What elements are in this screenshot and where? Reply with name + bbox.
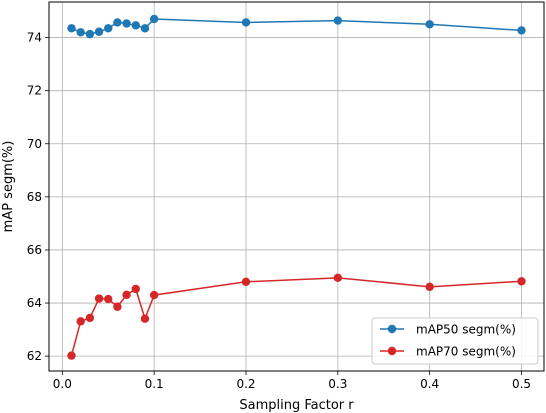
y-tick-label: 62 <box>27 349 42 363</box>
data-point <box>333 273 343 283</box>
data-point <box>517 26 526 35</box>
data-point <box>76 317 85 326</box>
data-point <box>113 18 122 27</box>
data-point <box>122 290 131 300</box>
legend: mAP50 segm(%) mAP70 segm(%) <box>371 317 539 365</box>
y-tick-label: 64 <box>27 296 42 310</box>
legend-item: mAP50 segm(%) <box>380 323 516 337</box>
data-point <box>517 277 526 286</box>
data-point <box>241 277 251 287</box>
x-axis-title: Sampling Factor r <box>239 398 354 413</box>
y-tick-label: 74 <box>27 31 42 45</box>
x-tick-label: 0.2 <box>236 377 255 391</box>
data-point <box>425 282 434 292</box>
data-point <box>149 14 159 24</box>
data-point <box>85 313 95 323</box>
x-axis-ticks: 0.0 0.1 0.2 0.3 0.4 0.5 <box>53 371 531 391</box>
data-point <box>104 24 113 33</box>
plot-frame <box>48 1 545 372</box>
x-tick-label: 0.3 <box>328 377 347 391</box>
legend-label: mAP50 segm(%) <box>416 323 516 337</box>
x-tick-label: 0.5 <box>512 377 531 391</box>
y-tick-label: 68 <box>27 190 42 204</box>
legend-item: mAP70 segm(%) <box>380 345 516 359</box>
data-point <box>104 294 113 304</box>
y-tick-label: 66 <box>27 243 42 257</box>
series-2 <box>67 273 526 360</box>
data-point <box>140 24 150 33</box>
data-point <box>113 302 122 311</box>
plot-series <box>67 14 526 360</box>
data-point <box>85 29 95 39</box>
legend-label: mAP70 segm(%) <box>416 345 516 359</box>
grid <box>49 2 544 371</box>
data-point <box>122 19 131 28</box>
data-point <box>131 21 140 30</box>
data-point <box>333 16 343 25</box>
x-tick-label: 0.0 <box>53 377 72 391</box>
data-point <box>67 24 76 33</box>
data-point <box>241 18 251 27</box>
data-point <box>94 294 104 303</box>
y-tick-label: 72 <box>27 84 42 98</box>
series-1 <box>67 14 526 39</box>
data-point <box>425 20 434 29</box>
data-point <box>131 284 140 294</box>
data-point <box>149 290 159 300</box>
legend-marker <box>387 346 397 356</box>
x-tick-label: 0.4 <box>420 377 439 391</box>
y-axis-title: mAP segm(%) <box>1 141 16 233</box>
x-tick-label: 0.1 <box>145 377 164 391</box>
y-tick-label: 70 <box>27 137 42 151</box>
data-point <box>76 28 85 37</box>
y-axis-ticks: 62 64 66 68 70 72 74 <box>27 31 49 363</box>
legend-marker <box>387 324 397 334</box>
data-point <box>67 351 76 360</box>
data-point <box>94 27 104 36</box>
legend-box <box>371 317 539 365</box>
data-point <box>140 314 150 323</box>
